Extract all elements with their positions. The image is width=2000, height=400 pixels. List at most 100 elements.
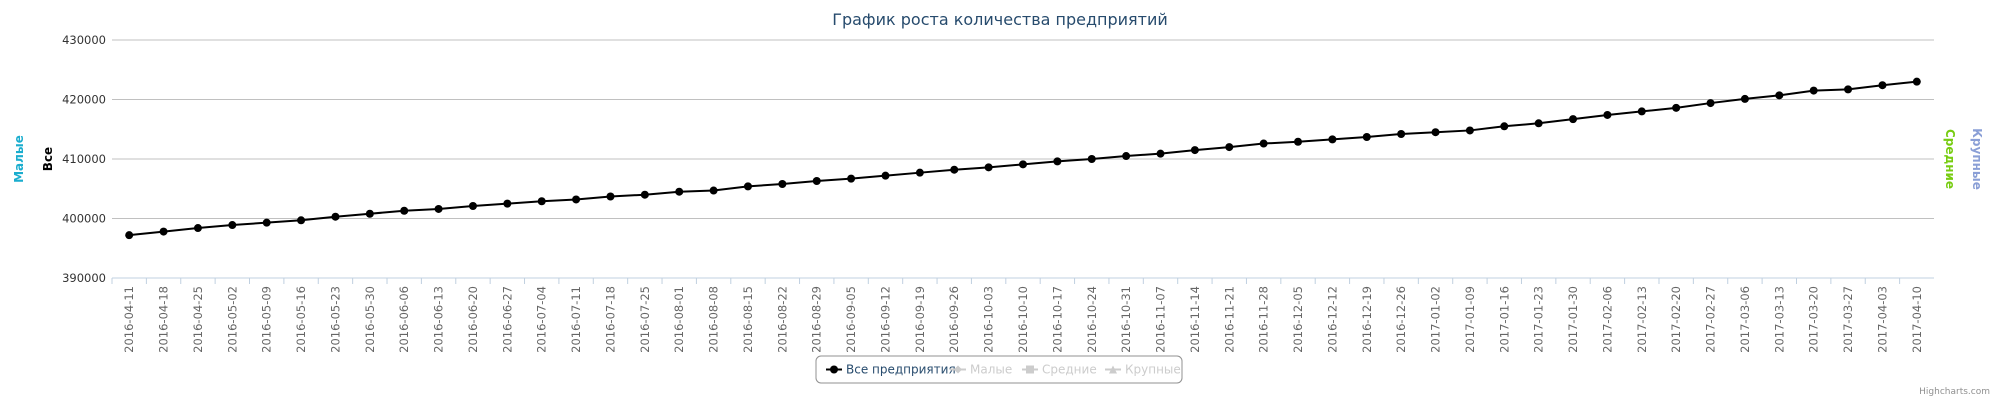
- x-tick-label: 2016-06-27: [500, 286, 514, 353]
- x-tick-label: 2016-10-24: [1085, 286, 1099, 353]
- x-tick-label: 2016-12-05: [1291, 286, 1305, 353]
- point: [1465, 126, 1474, 135]
- legend-item[interactable]: Крупные: [1105, 363, 1181, 377]
- point: [743, 182, 752, 191]
- legend-label: Малые: [970, 363, 1012, 377]
- x-tick-label: 2016-07-11: [569, 286, 583, 353]
- x-tick-label: 2016-08-15: [741, 286, 755, 353]
- point: [1259, 139, 1268, 148]
- legend-box: [815, 355, 1183, 384]
- point: [881, 171, 890, 180]
- x-tick-label: 2016-09-05: [844, 286, 858, 353]
- x-tick-label: 2017-04-03: [1875, 286, 1889, 353]
- x-tick-label: 2016-06-13: [432, 286, 446, 353]
- point: [1878, 81, 1887, 90]
- x-tick-label: 2016-10-31: [1119, 286, 1133, 353]
- x-tick-label: 2016-05-16: [294, 286, 308, 353]
- y-tick-label: 390000: [62, 271, 106, 285]
- point: [572, 195, 581, 204]
- point: [1294, 137, 1303, 146]
- point: [262, 218, 271, 227]
- x-tick-label: 2016-09-26: [947, 286, 961, 353]
- legend-symbol: [954, 365, 962, 374]
- x-tick-label: 2016-11-07: [1154, 286, 1168, 353]
- series-line: [129, 80, 1917, 237]
- x-tick-label: 2016-07-04: [535, 286, 549, 353]
- x-tick-label: 2016-10-17: [1050, 286, 1064, 353]
- x-tick-label: 2017-01-16: [1497, 286, 1511, 353]
- x-tick-label: 2016-04-11: [122, 286, 136, 353]
- x-tick-label: 2017-01-30: [1566, 286, 1580, 353]
- point: [1706, 99, 1715, 108]
- point: [434, 204, 443, 213]
- x-tick-label: 2017-02-13: [1635, 286, 1649, 353]
- x-tick-label: 2016-08-29: [810, 286, 824, 353]
- x-tick-label: 2016-09-19: [913, 286, 927, 353]
- legend-symbol: [1026, 365, 1034, 374]
- point: [778, 179, 787, 188]
- point: [1844, 85, 1853, 94]
- y-tick-label: 420000: [62, 93, 106, 107]
- point: [1156, 149, 1165, 158]
- legend-symbol: [1109, 365, 1117, 374]
- x-tick-label: 2017-01-23: [1532, 286, 1546, 353]
- point: [640, 190, 649, 199]
- point: [400, 206, 409, 215]
- x-tick-label: 2016-05-09: [260, 286, 274, 353]
- point: [1775, 91, 1784, 100]
- x-tick-label: 2017-01-09: [1463, 286, 1477, 353]
- x-tick-label: 2016-04-18: [157, 286, 171, 353]
- x-tick-label: 2016-05-30: [363, 286, 377, 353]
- point: [228, 221, 237, 230]
- x-tick-label: 2016-06-20: [466, 286, 480, 353]
- x-tick-label: 2016-08-22: [775, 286, 789, 353]
- x-tick-label: 2016-05-02: [225, 286, 239, 353]
- x-tick-label: 2016-06-06: [397, 286, 411, 353]
- point: [1397, 130, 1406, 139]
- x-tick-label: 2017-02-27: [1704, 286, 1718, 353]
- point: [125, 231, 134, 240]
- point: [1190, 146, 1199, 155]
- x-tick-label: 2016-05-23: [328, 286, 342, 353]
- x-tick-label: 2016-12-19: [1360, 286, 1374, 353]
- axis-title: Все: [41, 147, 55, 171]
- point: [675, 187, 684, 196]
- point: [1431, 128, 1440, 137]
- point: [1534, 119, 1543, 128]
- point: [159, 227, 168, 236]
- legend-item[interactable]: Малые: [950, 363, 1012, 377]
- point: [1053, 157, 1062, 166]
- point: [1637, 107, 1646, 116]
- x-tick-label: 2016-12-12: [1325, 286, 1339, 353]
- point: [503, 199, 512, 208]
- legend-symbol: [830, 365, 838, 374]
- point: [1740, 94, 1749, 103]
- point: [1225, 143, 1234, 152]
- x-tick-label: 2017-03-06: [1738, 286, 1752, 353]
- axis-title: Средние: [1943, 129, 1957, 189]
- credits[interactable]: Highcharts.com: [1919, 387, 1990, 397]
- x-tick-label: 2016-10-03: [982, 286, 996, 353]
- legend-label: Средние: [1042, 363, 1097, 377]
- point: [1328, 135, 1337, 144]
- point: [709, 186, 718, 195]
- point: [1362, 132, 1371, 141]
- x-tick-label: 2017-03-13: [1772, 286, 1786, 353]
- point: [537, 197, 546, 206]
- x-tick-label: 2017-04-10: [1910, 286, 1924, 353]
- point: [1019, 160, 1027, 169]
- point: [331, 212, 340, 221]
- x-tick-label: 2017-03-27: [1841, 286, 1855, 353]
- chart-title: График роста количества предприятий: [832, 10, 1168, 29]
- x-tick-label: 2016-11-14: [1188, 286, 1202, 353]
- point: [468, 202, 477, 211]
- point: [1809, 86, 1818, 95]
- point: [1500, 122, 1509, 131]
- legend-item[interactable]: Все предприятия: [826, 363, 956, 377]
- point: [365, 209, 374, 218]
- legend-item[interactable]: Средние: [1022, 363, 1097, 377]
- y-tick-label: 430000: [62, 33, 106, 47]
- legend-label: Все предприятия: [846, 363, 956, 377]
- x-tick-label: 2017-02-20: [1669, 286, 1683, 353]
- point: [1569, 115, 1578, 124]
